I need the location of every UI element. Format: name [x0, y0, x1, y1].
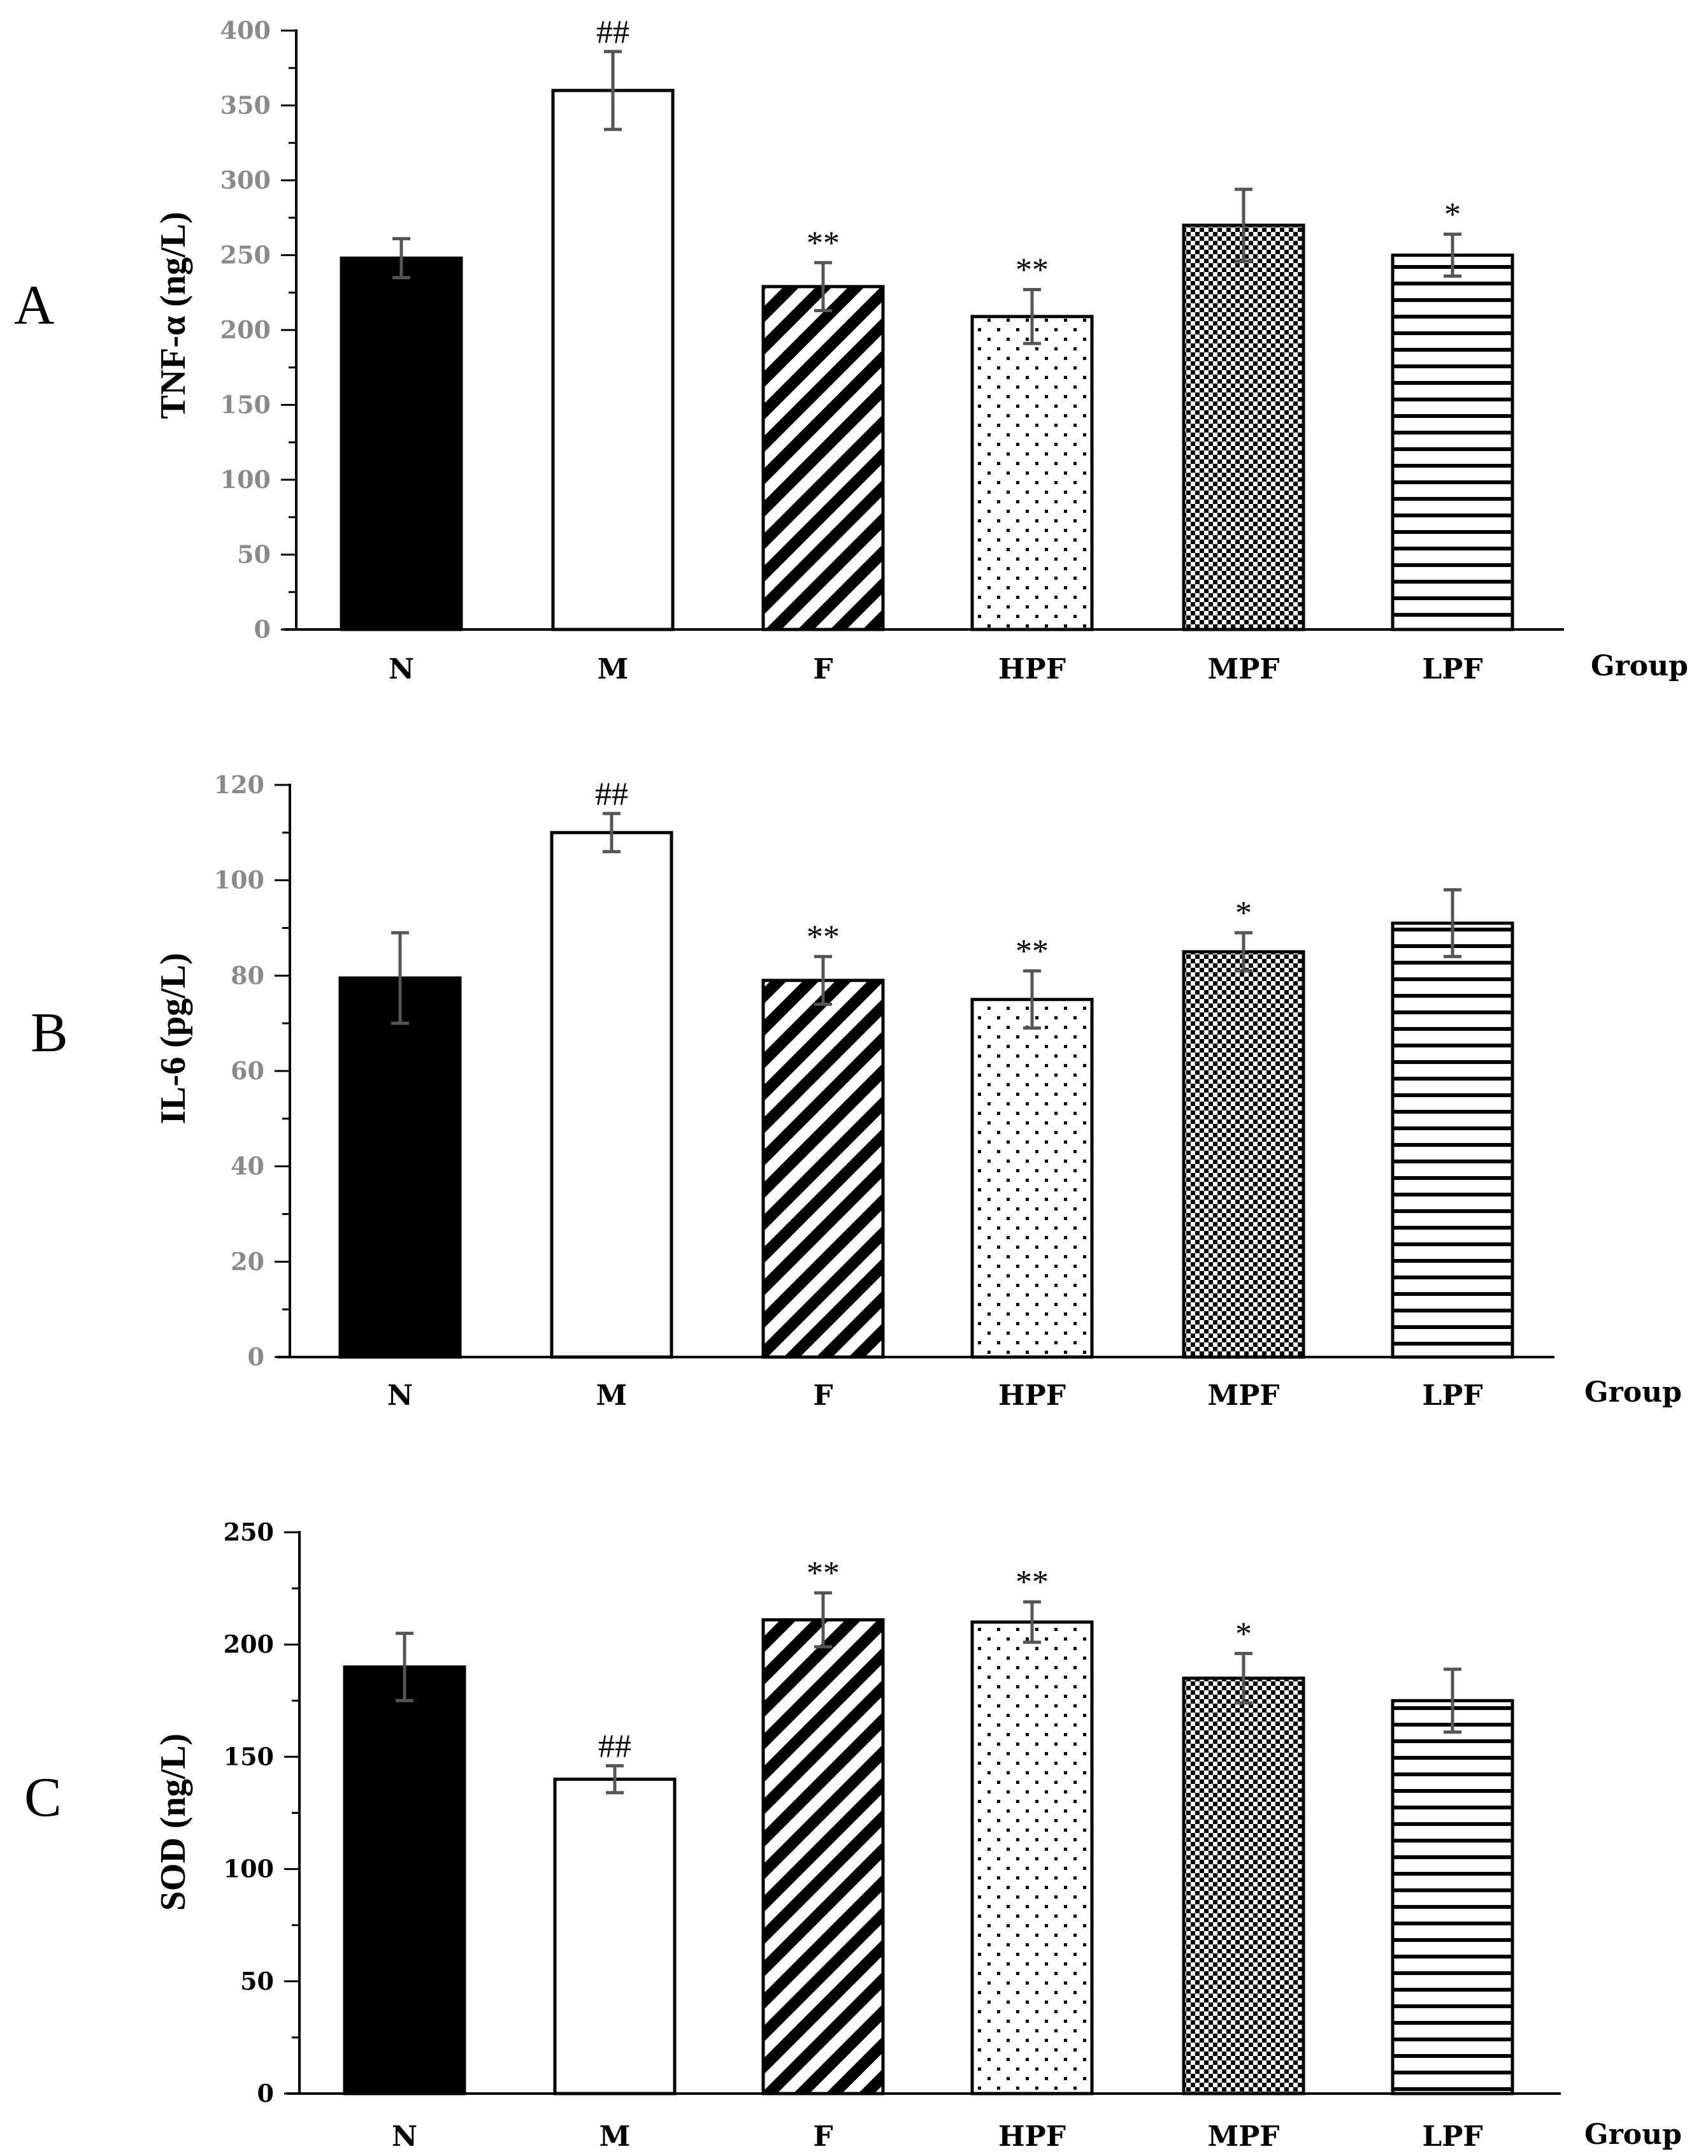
- y-tick-label: 150: [224, 1742, 274, 1771]
- bar-mpf-checker: [1182, 224, 1305, 631]
- bar-lpf-horizontal: [1391, 1699, 1514, 2095]
- bar-hpf-dots: [970, 998, 1094, 1359]
- panel-label-a: A: [14, 275, 55, 336]
- y-tick-label: 0: [248, 1342, 264, 1371]
- y-tick-label: 300: [220, 166, 271, 194]
- bar-hpf-dots: [970, 1620, 1094, 2095]
- bar-n-solid: [343, 1665, 466, 2095]
- y-tick-label: 80: [231, 961, 264, 989]
- y-tick-label: 200: [220, 315, 271, 344]
- x-tick-label: LPF: [1422, 2120, 1482, 2153]
- significance-label: **: [1015, 933, 1049, 970]
- significance-label: **: [807, 919, 840, 955]
- x-axis-label-c: Group: [1584, 2118, 1682, 2151]
- bar-m-empty: [551, 89, 675, 631]
- significance-label: **: [807, 225, 840, 261]
- bar-f-diagonal: [761, 285, 885, 631]
- x-tick-label: M: [596, 1379, 628, 1412]
- y-tick-label: 120: [214, 770, 264, 799]
- y-axis-label-c: SOD (ng/L): [154, 1734, 193, 1911]
- y-tick-label: 200: [224, 1630, 274, 1658]
- y-tick-label: 150: [220, 391, 271, 419]
- bar-n-solid: [338, 976, 462, 1359]
- y-tick-label: 100: [224, 1855, 274, 1883]
- bar-m-empty: [550, 831, 673, 1359]
- bar-lpf-horizontal: [1391, 254, 1514, 631]
- x-tick-label: N: [387, 1379, 413, 1412]
- x-tick-label: LPF: [1422, 653, 1482, 686]
- y-axis-label-a: TNF-α (ng/L): [154, 212, 193, 419]
- y-tick-label: 50: [240, 1967, 274, 1995]
- significance-label: *: [1444, 197, 1461, 233]
- x-tick-label: HPF: [998, 653, 1066, 686]
- y-tick-label: 50: [237, 540, 271, 569]
- y-tick-label: 0: [254, 615, 271, 643]
- x-axis-label-b: Group: [1584, 1376, 1682, 1409]
- bar-mpf-checker: [1182, 950, 1305, 1359]
- x-tick-label: MPF: [1207, 1379, 1279, 1412]
- significance-label: **: [1015, 1564, 1049, 1600]
- y-tick-label: 0: [257, 2079, 274, 2108]
- x-tick-label: M: [598, 653, 629, 686]
- x-tick-label: F: [813, 1379, 833, 1412]
- y-tick-label: 400: [220, 16, 271, 45]
- x-tick-label: LPF: [1422, 1379, 1482, 1412]
- y-tick-label: 250: [220, 241, 271, 270]
- bar-f-diagonal: [761, 979, 885, 1359]
- bar-lpf-horizontal: [1391, 921, 1514, 1359]
- x-tick-label: F: [813, 653, 833, 686]
- panel-a: A TNF-α (ng/L) 0 50 100 150 200 250 300 350 400 N…: [14, 14, 1688, 686]
- significance-label: **: [1015, 252, 1049, 289]
- y-tick-label: 250: [224, 1518, 274, 1546]
- y-tick-label: 60: [231, 1056, 264, 1085]
- x-tick-label: M: [599, 2120, 631, 2153]
- bar-f-diagonal: [761, 1618, 885, 2095]
- bar-m-empty: [553, 1778, 677, 2095]
- y-axis-label-b: IL-6 (pg/L): [154, 952, 193, 1124]
- x-tick-label: HPF: [998, 2120, 1066, 2153]
- x-axis-label-a: Group: [1591, 650, 1688, 682]
- significance-label: **: [807, 1555, 840, 1592]
- axes-a: 0 50 100 150 200 250 300 350 400 N ## M ** F ** HPF MPF *…: [220, 14, 1564, 686]
- axes-b: 0 20 40 60 80 100 120 N ## M ** F ** HPF * MPF LPF: [214, 770, 1554, 1412]
- panel-b: B IL-6 (pg/L) 0 20 40 60 80 100 120 N ## M ** F ** HP…: [31, 770, 1682, 1412]
- significance-label: ##: [598, 1728, 631, 1764]
- y-tick-label: 40: [231, 1152, 264, 1181]
- x-tick-label: MPF: [1207, 653, 1279, 686]
- axes-c: 0 50 100 150 200 250 N ## M ** F ** HPF * MPF LPF: [224, 1518, 1561, 2153]
- x-tick-label: N: [392, 2120, 417, 2153]
- x-tick-label: HPF: [998, 1379, 1066, 1412]
- bar-n-solid: [340, 256, 463, 631]
- y-tick-label: 20: [231, 1247, 264, 1276]
- significance-label: *: [1235, 1616, 1252, 1652]
- panel-c: C SOD (ng/L) 0 50 100 150 200 250 N ## M ** F ** HPF…: [24, 1518, 1682, 2153]
- y-tick-label: 100: [214, 866, 264, 895]
- x-tick-label: F: [813, 2120, 833, 2153]
- significance-label: ##: [596, 14, 629, 50]
- x-tick-label: N: [389, 653, 414, 686]
- x-tick-label: MPF: [1207, 2120, 1279, 2153]
- y-tick-label: 350: [220, 91, 271, 120]
- significance-label: *: [1235, 895, 1252, 931]
- bar-hpf-dots: [970, 315, 1094, 631]
- significance-label: ##: [595, 776, 628, 812]
- y-tick-label: 100: [220, 465, 271, 494]
- bar-mpf-checker: [1182, 1676, 1305, 2095]
- panel-label-c: C: [24, 1767, 62, 1829]
- panel-label-b: B: [31, 1002, 68, 1064]
